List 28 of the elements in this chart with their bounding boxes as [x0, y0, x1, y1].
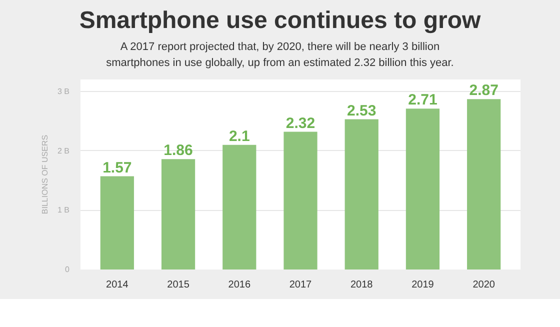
- chart-subtitle: A 2017 report projected that, by 2020, there will be nearly 3 billion smartphones in use globally, up from an estimated 2.32 billion this year.: [105, 40, 455, 71]
- data-label: 1.86: [164, 142, 193, 159]
- bar: [344, 118, 378, 270]
- bar: [161, 158, 196, 270]
- bar: [100, 176, 134, 270]
- x-tick-label: 2014: [106, 279, 129, 290]
- data-label: 2.1: [228, 128, 250, 144]
- x-tick-label: 2018: [350, 279, 374, 290]
- y-tick-label: 2 B: [57, 146, 70, 155]
- bar: [284, 131, 318, 270]
- data-label: 2.71: [408, 91, 438, 108]
- data-label: 2.32: [286, 114, 316, 132]
- y-tick-label: 1 B: [57, 205, 70, 214]
- bar: [222, 144, 256, 270]
- data-label: 2.87: [469, 82, 498, 99]
- bar: [467, 98, 501, 270]
- chart-title: Smartphone use continues to grow: [79, 6, 481, 36]
- bar: [406, 108, 440, 270]
- data-label: 1.57: [102, 158, 132, 176]
- x-tick-label: 2020: [472, 279, 496, 290]
- x-tick-label: 2017: [289, 279, 312, 290]
- y-tick-label: 3 B: [57, 86, 70, 96]
- y-axis-title: BILLIONS OF USERS: [40, 134, 50, 214]
- y-tick-label: 0: [65, 264, 70, 274]
- x-tick-label: 2015: [167, 279, 190, 290]
- x-tick-label: 2019: [412, 279, 434, 290]
- data-label: 2.53: [347, 102, 376, 119]
- x-tick-label: 2016: [228, 279, 251, 290]
